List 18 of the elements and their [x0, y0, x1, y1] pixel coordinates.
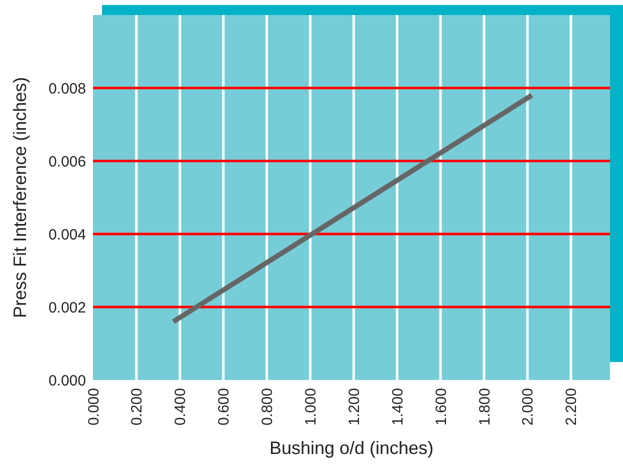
x-tick-label: 2.000 [520, 388, 537, 426]
x-tick-label: 0.600 [216, 388, 233, 426]
x-tick-label: 0.400 [172, 388, 190, 426]
x-tick-label: 1.800 [476, 388, 494, 426]
y-tick-label: 0.002 [48, 299, 86, 316]
x-tick-label: 0.200 [128, 388, 146, 426]
x-tick-label: 0.800 [259, 388, 276, 426]
y-tick-label: 0.004 [48, 226, 86, 244]
x-tick-label: 1.200 [346, 388, 363, 426]
x-tick-label: 1.000 [302, 388, 320, 426]
x-tick-label: 2.200 [563, 388, 580, 426]
x-tick-label: 1.400 [389, 388, 406, 426]
y-axis-title: Press Fit Interference (inches) [10, 76, 30, 318]
x-tick-label: 1.600 [432, 388, 450, 426]
y-tick-label: 0.000 [48, 372, 86, 390]
y-tick-label: 0.006 [48, 153, 86, 170]
x-axis-title: Bushing o/d (inches) [269, 438, 434, 458]
y-tick-label: 0.008 [48, 80, 86, 98]
